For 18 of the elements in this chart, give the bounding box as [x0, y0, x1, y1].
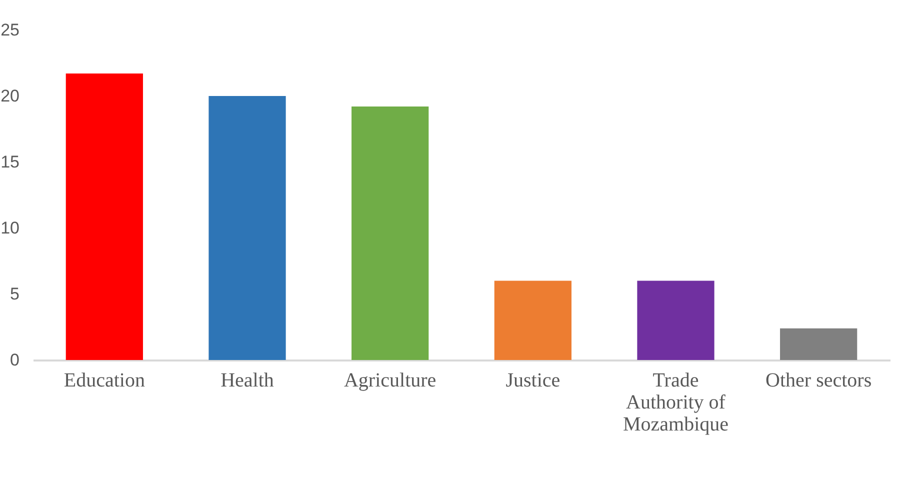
- bar: [780, 328, 858, 360]
- y-tick-label: 20: [0, 86, 20, 106]
- y-tick-label: 5: [10, 284, 20, 304]
- x-tick-label: Other sectors: [766, 370, 872, 392]
- bar: [494, 280, 572, 360]
- bar: [66, 74, 143, 360]
- bar: [352, 106, 429, 360]
- y-tick-label: 10: [0, 218, 20, 238]
- x-tick-label: Justice: [506, 370, 560, 392]
- x-tick-label: Agriculture: [344, 370, 436, 392]
- bar: [637, 280, 714, 360]
- y-tick-label: 15: [0, 152, 20, 172]
- bar: [208, 96, 286, 360]
- x-tick-label: Health: [220, 370, 274, 392]
- y-tick-label: 25: [0, 20, 20, 40]
- x-tick-label: Education: [64, 370, 145, 392]
- y-tick-label: 0: [10, 350, 20, 370]
- x-tick-label: Trade Authority of Mozambique: [622, 370, 729, 436]
